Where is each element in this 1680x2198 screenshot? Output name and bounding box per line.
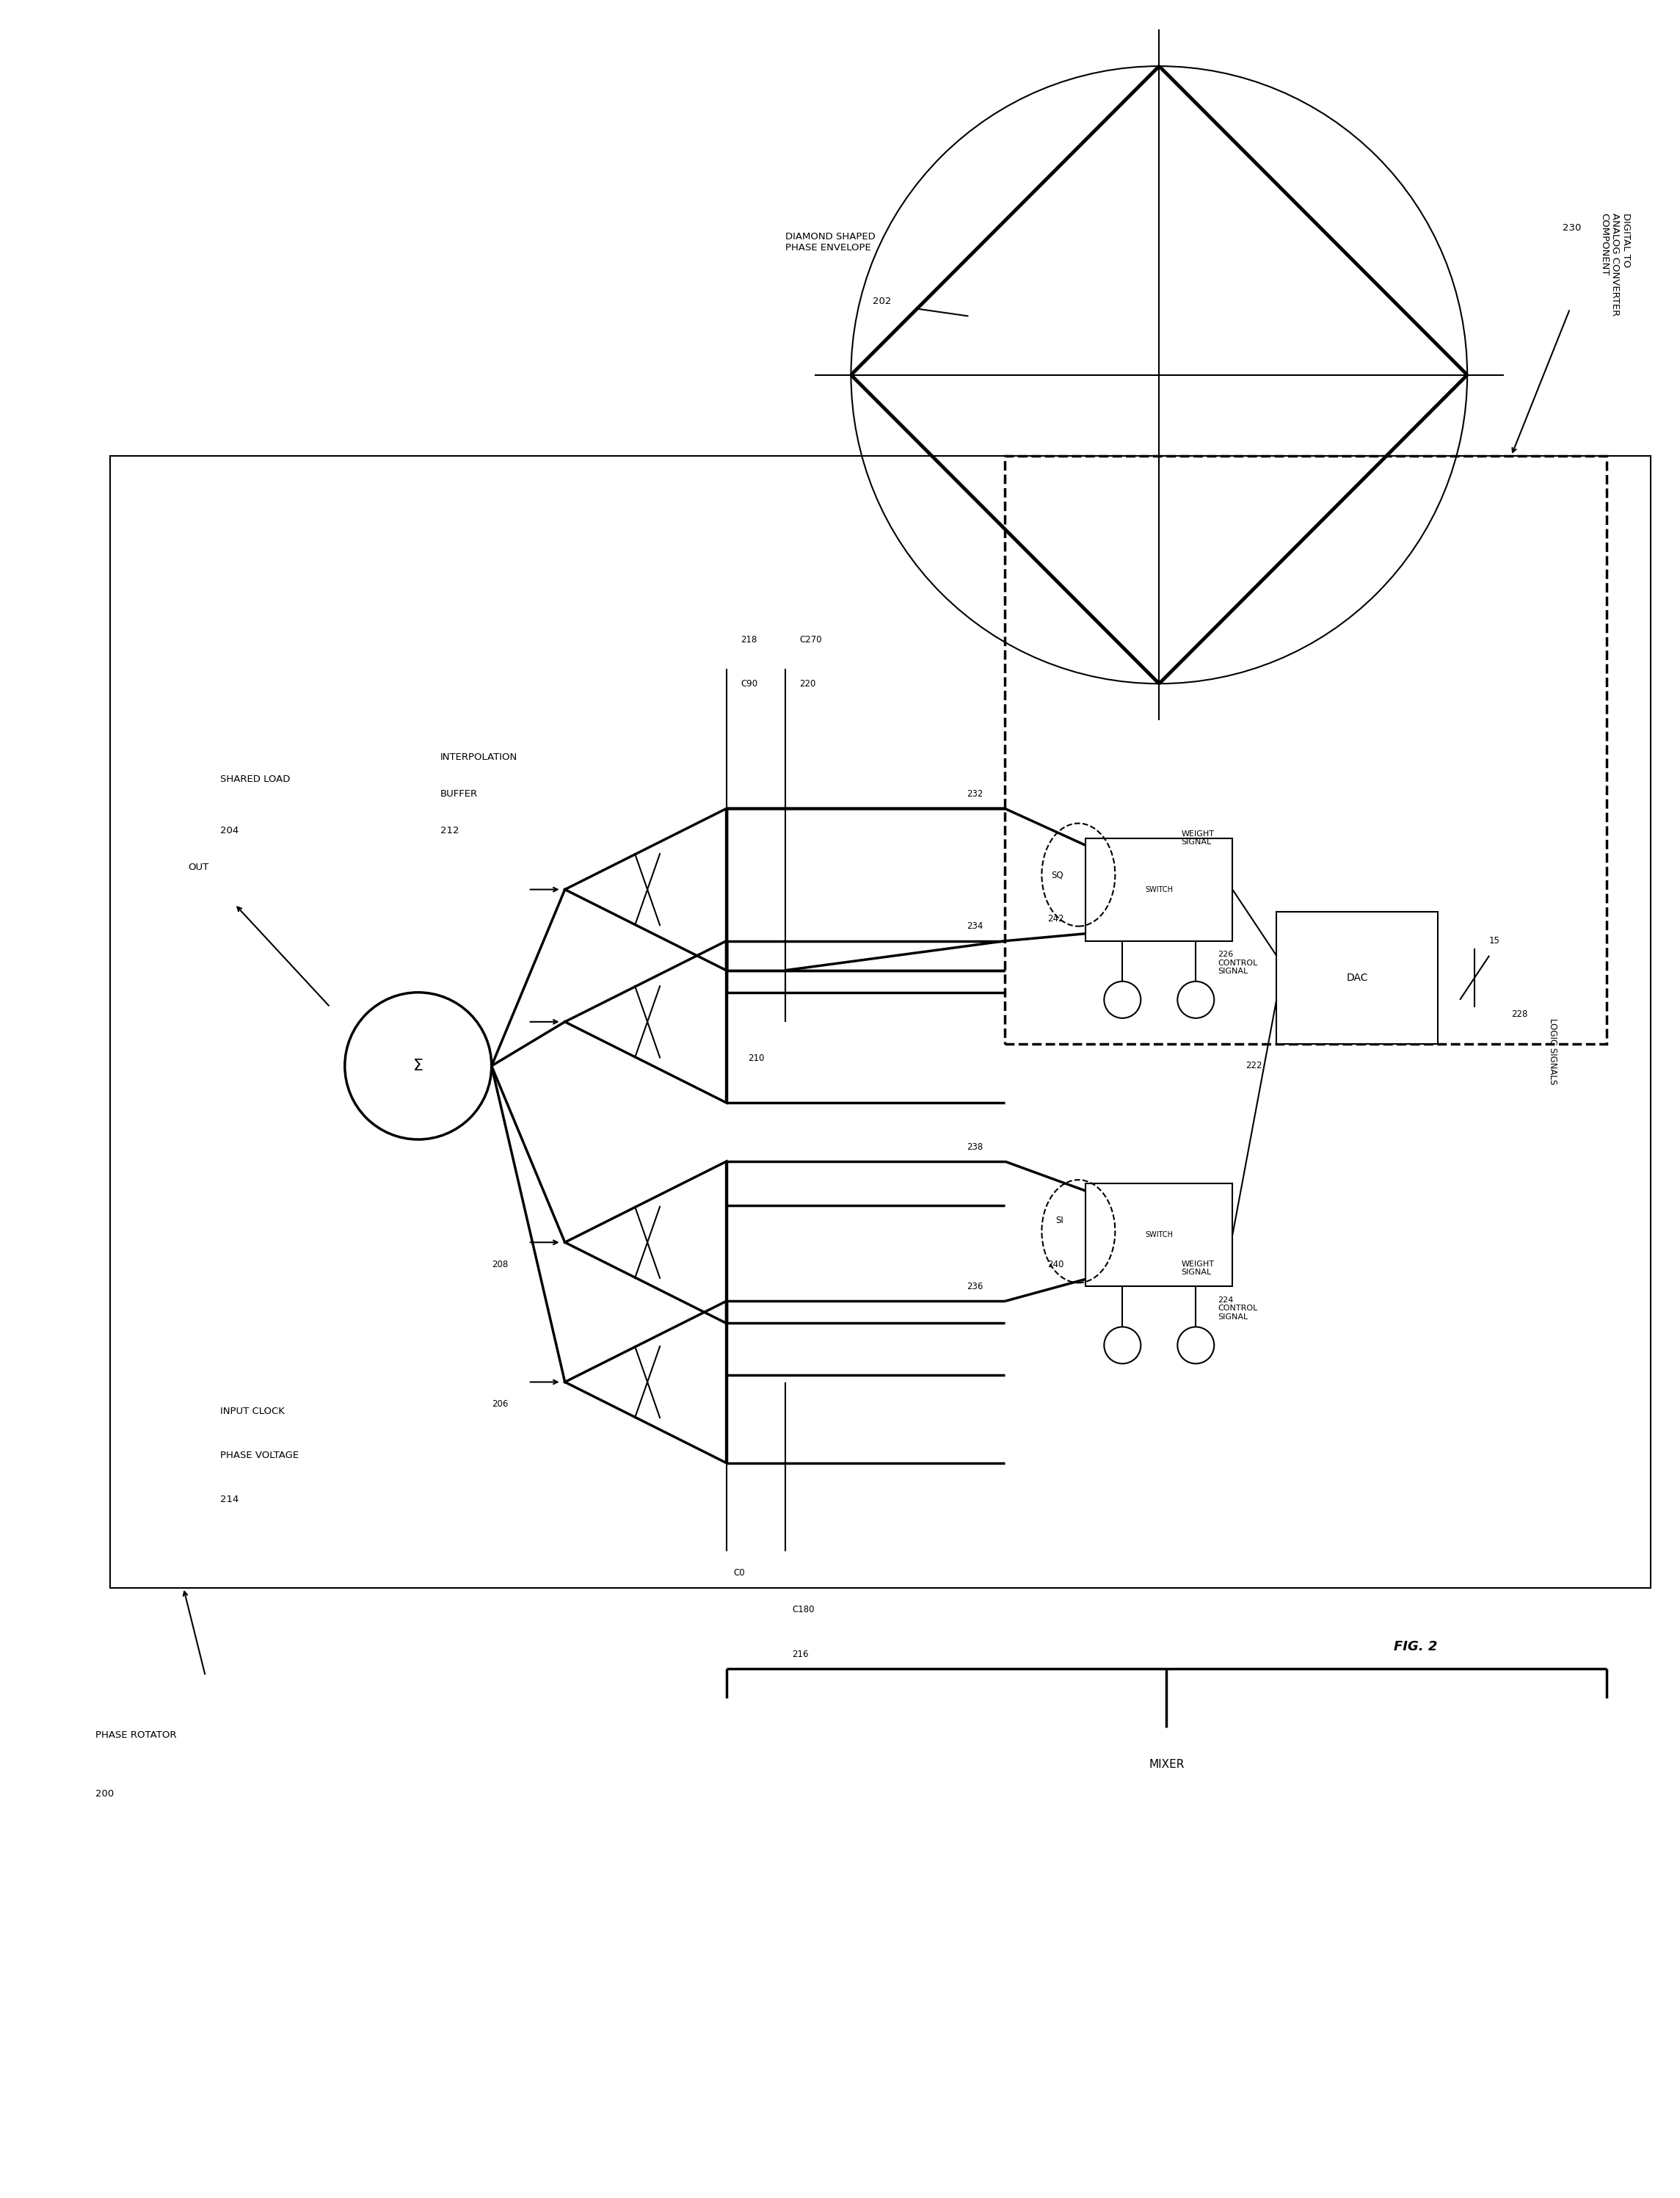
Text: OUT: OUT (188, 862, 208, 873)
Bar (111, 455, 1651, 1587)
Bar (1085, 1183, 1233, 1286)
Text: 212: 212 (440, 826, 459, 835)
Text: 238: 238 (966, 1143, 983, 1152)
Text: 230: 230 (1562, 224, 1581, 233)
Text: C90: C90 (741, 679, 758, 688)
Text: DIGITAL TO
ANALOG CONVERTER
COMPONENT: DIGITAL TO ANALOG CONVERTER COMPONENT (1599, 213, 1631, 317)
Text: C180: C180 (793, 1605, 815, 1616)
Text: PHASE ROTATOR: PHASE ROTATOR (96, 1730, 176, 1739)
Text: DIAMOND SHAPED
PHASE ENVELOPE: DIAMOND SHAPED PHASE ENVELOPE (785, 233, 875, 253)
Text: 222: 222 (1245, 1062, 1262, 1070)
Text: $\Sigma$: $\Sigma$ (413, 1059, 423, 1073)
Text: LOGIC SIGNALS: LOGIC SIGNALS (1547, 1018, 1557, 1084)
Text: SHARED LOAD: SHARED LOAD (220, 774, 291, 785)
Text: 234: 234 (966, 921, 983, 932)
Text: 216: 216 (793, 1648, 808, 1659)
Text: 204: 204 (220, 826, 239, 835)
Text: SWITCH: SWITCH (1146, 1231, 1173, 1240)
Bar (1085, 837, 1233, 941)
Text: C0: C0 (734, 1569, 746, 1578)
Text: DAC: DAC (1346, 972, 1368, 983)
Text: 220: 220 (800, 679, 816, 688)
Text: 226
CONTROL
SIGNAL: 226 CONTROL SIGNAL (1218, 952, 1258, 976)
Text: PHASE VOLTAGE: PHASE VOLTAGE (220, 1451, 299, 1459)
Text: 236: 236 (966, 1281, 983, 1290)
Text: 202: 202 (874, 297, 892, 306)
Text: 210: 210 (748, 1053, 764, 1064)
Text: 242: 242 (1047, 914, 1063, 923)
Text: FIG. 2: FIG. 2 (1394, 1640, 1438, 1653)
Text: 240: 240 (1047, 1259, 1063, 1268)
Text: 218: 218 (741, 635, 758, 644)
Text: 224
CONTROL
SIGNAL: 224 CONTROL SIGNAL (1218, 1297, 1258, 1321)
Text: C270: C270 (800, 635, 822, 644)
Text: SQ: SQ (1052, 870, 1063, 879)
Text: SI: SI (1055, 1215, 1063, 1224)
Text: BUFFER: BUFFER (440, 789, 477, 798)
Text: 228: 228 (1512, 1009, 1527, 1020)
Bar (1277, 912, 1438, 1044)
Text: SWITCH: SWITCH (1146, 886, 1173, 892)
Text: WEIGHT
SIGNAL: WEIGHT SIGNAL (1181, 1259, 1215, 1277)
Text: INPUT CLOCK: INPUT CLOCK (220, 1407, 284, 1416)
Text: INTERPOLATION: INTERPOLATION (440, 752, 517, 763)
Text: 15: 15 (1488, 936, 1500, 945)
Text: 232: 232 (966, 789, 983, 798)
Text: MIXER: MIXER (1149, 1758, 1184, 1769)
Text: 208: 208 (492, 1259, 507, 1268)
Text: 206: 206 (492, 1400, 507, 1409)
Bar (1005, 455, 1606, 1044)
Text: WEIGHT
SIGNAL: WEIGHT SIGNAL (1181, 831, 1215, 846)
Text: 214: 214 (220, 1495, 239, 1503)
Text: 200: 200 (96, 1789, 114, 1798)
